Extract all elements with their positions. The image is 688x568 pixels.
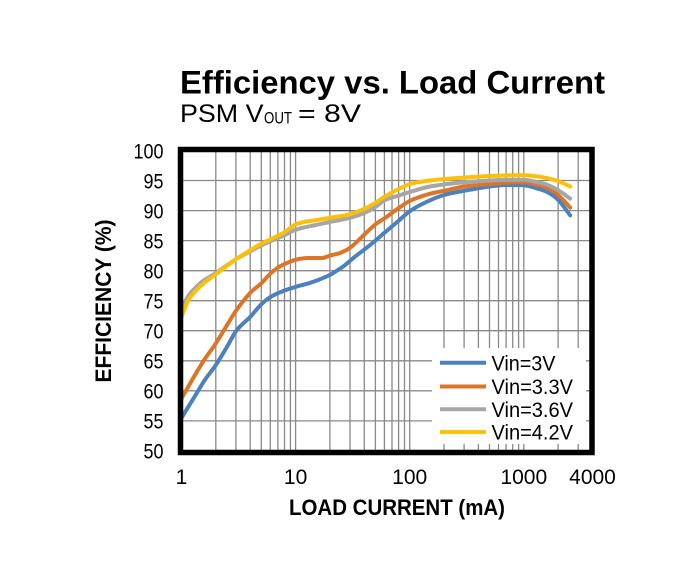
svg-text:100: 100 xyxy=(134,140,164,163)
svg-text:LOAD CURRENT (mA): LOAD CURRENT (mA) xyxy=(289,495,505,520)
svg-text:OUT: OUT xyxy=(264,110,292,128)
svg-text:10: 10 xyxy=(284,466,307,489)
svg-text:85: 85 xyxy=(144,230,164,253)
svg-text:Vin=3V: Vin=3V xyxy=(492,352,556,375)
svg-text:4000: 4000 xyxy=(569,466,616,489)
svg-text:75: 75 xyxy=(144,291,164,314)
svg-text:100: 100 xyxy=(392,466,427,489)
svg-text:Vin=3.3V: Vin=3.3V xyxy=(492,376,574,399)
svg-text:Efficiency vs. Load Current: Efficiency vs. Load Current xyxy=(180,65,605,101)
svg-text:50: 50 xyxy=(144,441,164,464)
svg-text:80: 80 xyxy=(144,261,164,284)
svg-text:70: 70 xyxy=(144,321,164,344)
svg-text:55: 55 xyxy=(144,411,164,434)
svg-text:1: 1 xyxy=(176,466,188,489)
svg-text:Vin=4.2V: Vin=4.2V xyxy=(492,422,574,445)
svg-text:EFFICIENCY (%): EFFICIENCY (%) xyxy=(91,220,116,383)
svg-text:65: 65 xyxy=(144,351,164,374)
svg-text:95: 95 xyxy=(144,170,164,193)
svg-text:Vin=3.6V: Vin=3.6V xyxy=(492,399,574,422)
svg-text:PSM V: PSM V xyxy=(180,100,264,128)
svg-text:90: 90 xyxy=(144,200,164,223)
svg-text:60: 60 xyxy=(144,381,164,404)
svg-text:= 8V: = 8V xyxy=(298,100,361,128)
svg-text:1000: 1000 xyxy=(500,466,547,489)
